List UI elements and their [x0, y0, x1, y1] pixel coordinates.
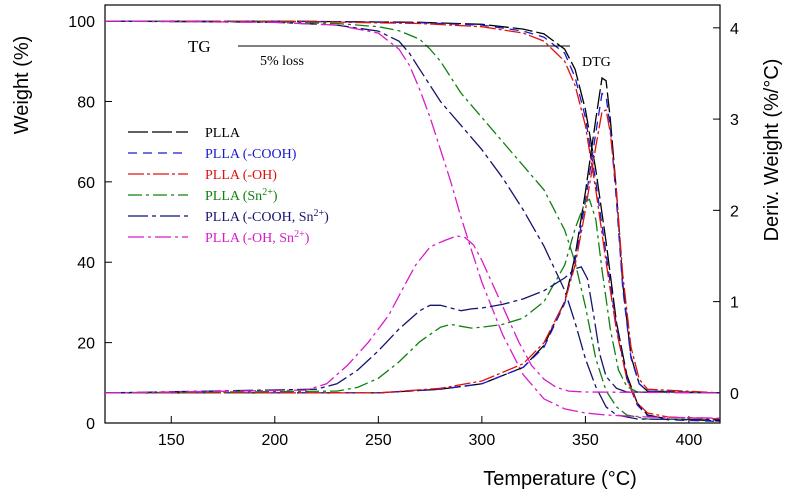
legend-item-plla: PLLA: [128, 126, 241, 141]
tg-curve-plla-cooh: [105, 20, 721, 423]
tg-curve-plla-cooh-sn2: [104, 20, 721, 421]
ticks-group: 150 200 250 300 350 400 0 20 40 60 80 100 0 1 2 3 4: [68, 14, 739, 449]
y-right-tick-label-3: 3: [730, 112, 739, 129]
legend-label-plla-sn2: PLLA (Sn2+): [205, 187, 278, 204]
dtg-curve-plla-sn2: [104, 198, 721, 394]
legend-label-plla-cooh-sn2: PLLA (-COOH, Sn2+): [205, 208, 329, 225]
y-left-tick-label-80: 80: [77, 94, 95, 111]
legend-item-plla-cooh: PLLA (-COOH): [128, 147, 297, 162]
dtg-curve-plla-oh: [105, 109, 721, 394]
legend-label-plla-oh: PLLA (-OH): [205, 168, 277, 183]
tg-annotation: TG: [188, 37, 211, 56]
x-tick-label-250: 250: [365, 432, 392, 449]
legend-item-plla-oh-sn2: PLLA (-OH, Sn2+): [128, 229, 310, 246]
legend-label-plla: PLLA: [205, 126, 241, 141]
y-left-tick-label-100: 100: [68, 14, 95, 31]
y-axis-left-title: Weight (%): [11, 36, 33, 135]
tg-curve-plla-oh: [105, 20, 721, 420]
y-left-tick-label-60: 60: [77, 175, 95, 192]
legend-label-plla-cooh: PLLA (-COOH): [205, 147, 297, 162]
plot-frame: [104, 4, 721, 424]
tg-curve-plla-oh-sn2: [104, 20, 721, 419]
x-tick-label-200: 200: [261, 432, 288, 449]
loss-annotation: 5% loss: [260, 54, 304, 69]
dtg-curve-plla-cooh: [105, 92, 721, 394]
x-tick-label-350: 350: [572, 432, 599, 449]
legend-item-plla-sn2: PLLA (Sn2+): [128, 187, 278, 204]
x-axis-title: Temperature (°C): [483, 468, 637, 490]
y-axis-right-title: Deriv. Weight (%/°C): [761, 59, 783, 242]
dtg-annotation: DTG: [582, 55, 611, 70]
x-tick-label-300: 300: [469, 432, 496, 449]
y-right-tick-label-2: 2: [730, 203, 739, 220]
y-right-tick-label-0: 0: [730, 386, 739, 403]
y-right-tick-label-1: 1: [730, 295, 739, 312]
dtg-curve-plla-cooh-sn2: [104, 266, 721, 394]
dtg-curve-plla: [105, 76, 721, 394]
tg-curve-plla: [105, 20, 721, 422]
dtg-curves-group: [104, 76, 721, 394]
tg-curves-group: [104, 20, 721, 423]
x-tick-label-150: 150: [158, 432, 185, 449]
dtg-curve-plla-oh-sn2: [104, 235, 721, 394]
y-left-tick-label-0: 0: [86, 416, 95, 433]
y-left-tick-label-40: 40: [77, 255, 95, 272]
legend: PLLA PLLA (-COOH) PLLA (-OH) PLLA (Sn2+) PLL…: [128, 126, 329, 246]
tg-curve-plla-sn2: [104, 20, 721, 421]
x-tick-label-400: 400: [676, 432, 703, 449]
legend-item-plla-oh: PLLA (-OH): [128, 168, 277, 183]
y-left-tick-label-20: 20: [77, 336, 95, 353]
legend-item-plla-cooh-sn2: PLLA (-COOH, Sn2+): [128, 208, 329, 225]
y-right-tick-label-4: 4: [730, 21, 739, 38]
legend-label-plla-oh-sn2: PLLA (-OH, Sn2+): [205, 229, 310, 246]
